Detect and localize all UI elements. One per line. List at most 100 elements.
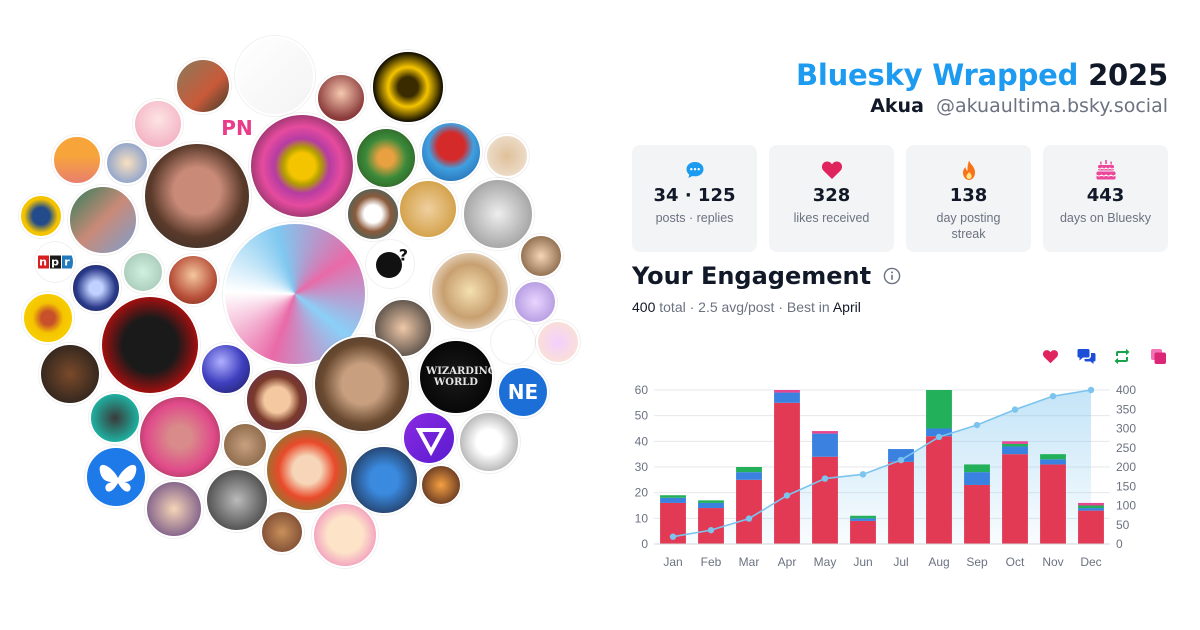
burger-avatar	[22, 292, 74, 344]
stat-card-days: 443 days on Bluesky	[1043, 145, 1168, 252]
y-tick-right-label: 300	[1116, 422, 1136, 436]
bar-segment	[1002, 446, 1028, 455]
avatar	[462, 178, 534, 250]
best-prefix: Best in	[786, 299, 830, 315]
avatar	[398, 179, 458, 239]
stat-value: 138	[949, 185, 988, 206]
stat-value: 34 · 125	[653, 185, 736, 206]
ne-logo: NE	[497, 366, 549, 418]
x-tick-label: Oct	[1006, 555, 1025, 569]
x-tick-label: May	[814, 555, 837, 569]
avatar	[249, 113, 355, 219]
stat-label: days on Bluesky	[1059, 211, 1152, 225]
avatar	[346, 187, 400, 241]
y-tick-right-label: 400	[1116, 383, 1136, 397]
cumulative-point	[783, 492, 791, 499]
bar-segment	[812, 433, 838, 457]
wrapped-year: 2025	[1088, 58, 1168, 92]
verge-icon	[415, 428, 447, 457]
engagement-title: Your Engagement	[632, 262, 872, 290]
avatar	[420, 464, 462, 506]
page-title: Bluesky Wrapped 2025	[796, 58, 1168, 92]
avatar	[316, 73, 366, 123]
y-tick-left-label: 0	[641, 537, 648, 551]
x-tick-label: Jun	[853, 555, 872, 569]
x-tick-label: Feb	[701, 555, 722, 569]
bar-segment	[850, 520, 876, 544]
avatar	[175, 58, 231, 114]
y-tick-right-label: 50	[1116, 518, 1130, 532]
cumulative-point	[859, 471, 867, 478]
birthday-cake-icon	[1095, 159, 1117, 181]
info-icon[interactable]	[883, 267, 901, 285]
avatar-question-text: ?	[398, 245, 408, 265]
stat-value: 328	[812, 185, 851, 206]
y-tick-left-label: 60	[635, 383, 649, 397]
bar-segment	[812, 431, 838, 434]
bar-segment	[660, 497, 686, 503]
cumulative-point	[669, 533, 677, 540]
bluesky-butterfly-avatar	[85, 446, 147, 508]
x-tick-label: Sep	[966, 555, 988, 569]
y-tick-left-label: 10	[635, 511, 649, 525]
butterfly-icon	[99, 464, 137, 492]
avatar-cloud: n p r? WIZARDING WORLD NE PN	[19, 36, 580, 568]
avatar	[312, 502, 378, 568]
engagement-chart: 0 10 20 30 40 50 60 0 50 100 150 200 250 300 350 400 Jan…	[635, 383, 1137, 569]
x-tick-label: Aug	[928, 555, 949, 569]
bar-segment	[736, 472, 762, 480]
avatar	[222, 422, 268, 468]
bar-segment	[812, 456, 838, 544]
cumulative-point	[897, 456, 905, 464]
bar-segment	[774, 392, 800, 403]
heart-icon	[821, 159, 843, 181]
avatar	[167, 254, 219, 306]
y-tick-right-label: 200	[1116, 460, 1136, 474]
cumulative-point	[1011, 406, 1019, 413]
ne-logo-text: NE	[507, 380, 539, 404]
bar-segment	[698, 502, 724, 509]
stat-card-likes: 328 likes received	[769, 145, 894, 252]
pn-logo-text: PN	[221, 116, 253, 140]
bar-segment	[1040, 464, 1066, 544]
quote-icon[interactable]	[1148, 346, 1168, 366]
avatar	[122, 251, 164, 293]
brand-name: Bluesky Wrapped	[795, 58, 1079, 92]
bar-segment	[736, 479, 762, 544]
avatar	[143, 142, 251, 250]
avatar	[235, 36, 315, 116]
avatar	[245, 368, 309, 432]
speech-bubble-icon	[684, 159, 706, 181]
avatar	[200, 343, 252, 395]
bar-segment	[850, 515, 876, 519]
y-tick-right-label: 250	[1116, 441, 1136, 455]
bar-segment	[1040, 454, 1066, 460]
x-tick-label: Apr	[778, 555, 797, 569]
total-word: total	[659, 299, 686, 315]
bar-segment	[698, 500, 724, 503]
bar-segment	[1040, 459, 1066, 465]
reply-bubbles-icon[interactable]	[1076, 346, 1096, 366]
avatar	[138, 395, 222, 479]
stat-card-streak: 138 day posting streak	[906, 145, 1031, 252]
avatar	[100, 295, 200, 395]
avg-per-post: 2.5 avg/post	[698, 299, 775, 315]
heart-icon[interactable]	[1040, 346, 1060, 366]
wizarding-logo: WIZARDING WORLD	[418, 339, 494, 415]
avatar	[89, 392, 141, 444]
user-identity: Akua @akuaultima.bsky.social	[870, 95, 1168, 117]
y-tick-right-label: 100	[1116, 499, 1136, 513]
bar-segment	[698, 508, 724, 544]
avatar-question: ?	[366, 240, 414, 288]
flame-icon	[958, 159, 980, 181]
bar-segment	[888, 461, 914, 544]
total-value: 400	[632, 299, 656, 315]
cumulative-line	[672, 389, 1092, 538]
avatar	[205, 468, 269, 532]
repost-icon[interactable]	[1112, 346, 1132, 366]
x-tick-label: Mar	[739, 555, 760, 569]
avatar	[513, 280, 557, 324]
x-tick-label: Jul	[893, 555, 908, 569]
avatar	[420, 121, 482, 183]
bar-segment	[926, 390, 952, 429]
